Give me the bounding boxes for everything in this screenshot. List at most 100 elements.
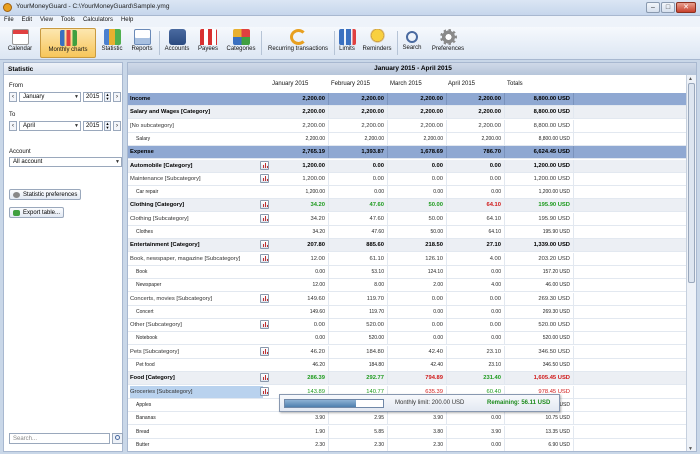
row-chart-icon[interactable]	[260, 386, 269, 396]
table-row-item[interactable]: Bananas 3.90 2.95 3.90 0.00 10.75 USD	[128, 412, 688, 426]
row-chart-icon[interactable]	[260, 200, 269, 210]
from-month-select[interactable]: January ▼	[19, 92, 81, 102]
row-value-cell: 184.80	[330, 345, 388, 358]
row-value-cell: 12.00	[271, 279, 329, 292]
table-row-cat[interactable]: Salary and Wages [Category] 2,200.00 2,200…	[128, 106, 688, 120]
row-chart-icon[interactable]	[260, 160, 269, 170]
from-year-input[interactable]: 2015	[83, 92, 103, 102]
table-row-sub[interactable]: Maintenance [Subcategory] 1,200.00 0.00 0.0…	[128, 172, 688, 186]
row-label: Concert	[136, 308, 154, 315]
row-label: Groceries [Subcategory]	[130, 385, 263, 398]
menu-tools[interactable]: Tools	[60, 17, 75, 23]
export-table-button[interactable]: Export table...	[9, 207, 65, 218]
row-value-cell: 2,200.00	[389, 132, 447, 145]
table-row-sub[interactable]: Pets [Subcategory] 46.20 184.80 42.40 23.10 3…	[128, 345, 688, 359]
row-value-cell: 286.39	[271, 372, 329, 385]
row-value-cell: 2.30	[271, 438, 329, 451]
table-row-cat[interactable]: Automobile [Category] 1,200.00 0.00 0.00 0.0…	[128, 159, 688, 173]
row-value-cell: 0.00	[389, 186, 447, 199]
to-year-input[interactable]: 2015	[83, 121, 103, 131]
close-button[interactable]: ✕	[676, 2, 696, 13]
row-value-cell: 42.40	[389, 359, 447, 371]
account-select[interactable]: All account ▼	[9, 157, 122, 167]
table-row-cat[interactable]: Food [Category] 286.39 292.77 794.89 231.40 1…	[128, 372, 688, 386]
menu-calculators[interactable]: Calculators	[82, 17, 113, 23]
toolbar-recurring-button[interactable]: Recurring transactions	[264, 28, 332, 58]
row-total-cell: 346.50 USD	[506, 359, 574, 371]
row-chart-icon[interactable]	[260, 293, 269, 303]
to-label: To	[9, 112, 16, 118]
table-row-item[interactable]: Notebook 0.00 520.00 0.00 0.00 520.00 USD	[128, 332, 688, 346]
row-chart-icon[interactable]	[260, 240, 269, 250]
toolbar-preferences-button[interactable]: Preferences	[428, 28, 468, 58]
search-input[interactable]: Search...	[9, 433, 110, 444]
table-row-cat[interactable]: Clothing [Category] 34.20 47.60 50.00 64.10 1…	[128, 199, 688, 213]
from-next-button[interactable]: ›	[113, 92, 121, 102]
scrollbar-thumb[interactable]	[688, 83, 695, 283]
to-year-spinner[interactable]: ▲ ▼	[104, 121, 111, 131]
toolbar-separator	[261, 31, 262, 55]
table-row-sub[interactable]: Other [Subcategory] 0.00 520.00 0.00 0.00 520…	[128, 319, 688, 333]
row-chart-icon[interactable]	[260, 253, 269, 263]
toolbar-search-button[interactable]: Search	[400, 28, 424, 58]
minimize-button[interactable]: –	[646, 2, 660, 13]
row-label: Expense	[130, 149, 154, 156]
table-row-sub[interactable]: Book, newspaper, magazine [Subcategory] 1…	[128, 252, 688, 266]
menu-file[interactable]: File	[4, 17, 14, 23]
table-row-item[interactable]: Butter 2.30 2.30 2.30 0.00 6.90 USD	[128, 438, 688, 451]
row-total-cell: 1,200.00 USD	[506, 159, 574, 172]
statistic-icon	[103, 29, 121, 45]
vertical-scrollbar[interactable]: ▲ ▼	[686, 75, 696, 452]
table-row-sub[interactable]: Clothing [Subcategory] 34.20 47.60 50.00 64.…	[128, 212, 688, 226]
toolbar-calendar-button[interactable]: Calendar	[2, 28, 38, 58]
menu-edit[interactable]: Edit	[21, 17, 33, 23]
table-row-item[interactable]: Car repair 1,200.00 0.00 0.00 0.00 1,200.00 U…	[128, 186, 688, 200]
table-row-item[interactable]: Bread 1.90 5.85 3.80 3.90 13.35 USD	[128, 425, 688, 439]
menu-help[interactable]: Help	[120, 17, 134, 23]
toolbar-statistic-button[interactable]: Statistic	[98, 28, 126, 58]
table-row-item[interactable]: Clothes 34.20 47.60 50.00 64.10 195.90 USD	[128, 226, 688, 239]
table-row-item[interactable]: Newspaper 12.00 8.00 2.00 4.00 46.00 USD	[128, 279, 688, 293]
search-button[interactable]	[112, 433, 123, 444]
row-label: Pets [Subcategory]	[130, 348, 179, 355]
search-icon	[406, 31, 418, 43]
table-row-item[interactable]: Salary 2,200.00 2,200.00 2,200.00 2,200.00 8,…	[128, 132, 688, 146]
table-row-group[interactable]: Income 2,200.00 2,200.00 2,200.00 2,200.00 8,…	[128, 93, 688, 106]
toolbar-reports-button[interactable]: Reports	[128, 28, 156, 58]
from-year-spinner[interactable]: ▲ ▼	[104, 92, 111, 102]
maximize-button[interactable]: □	[661, 2, 675, 13]
row-value-cell: 2.30	[330, 438, 388, 451]
row-chart-icon[interactable]	[260, 320, 269, 330]
toolbar-accounts-button[interactable]: Accounts	[162, 28, 192, 58]
table-row-group[interactable]: Expense 2,765.19 1,393.87 1,678.69 786.70 6,6…	[128, 146, 688, 160]
scroll-down-icon[interactable]: ▼	[688, 446, 693, 452]
row-value-cell: 1,393.87	[330, 146, 388, 159]
row-chart-icon[interactable]	[260, 346, 269, 356]
row-value-cell: 1,678.69	[389, 146, 447, 159]
row-chart-icon[interactable]	[260, 173, 269, 183]
table-row-item[interactable]: Book 0.00 53.10 124.10 0.00 157.20 USD	[128, 265, 688, 279]
scroll-up-icon[interactable]: ▲	[688, 76, 693, 82]
toolbar-categories-button[interactable]: Categories	[224, 28, 258, 58]
toolbar: Calendar Monthly charts Statistic Report…	[0, 27, 700, 60]
toolbar-monthly-charts-button[interactable]: Monthly charts	[40, 28, 96, 58]
row-chart-icon[interactable]	[260, 213, 269, 223]
table-row-cat[interactable]: Entertainment [Category] 207.80 885.60 218.…	[128, 239, 688, 253]
statistic-preferences-button[interactable]: Statistic preferences	[9, 189, 82, 200]
to-month-select[interactable]: April ▼	[19, 121, 81, 131]
row-label: Apples	[136, 401, 152, 408]
toolbar-limits-button[interactable]: Limits	[336, 28, 358, 58]
table-row-item[interactable]: Concert 149.60 119.70 0.00 0.00 269.30 USD	[128, 305, 688, 319]
toolbar-payees-button[interactable]: Payees	[194, 28, 222, 58]
row-value-cell: 124.10	[389, 265, 447, 278]
table-row-item[interactable]: Pet food 46.20 184.80 42.40 23.10 346.50 USD	[128, 359, 688, 372]
row-total-cell: 1,200.00 USD	[506, 172, 574, 185]
table-row-sub[interactable]: Concerts, movies [Subcategory] 149.60 119.…	[128, 292, 688, 306]
toolbar-reminders-button[interactable]: Reminders	[360, 28, 394, 58]
to-prev-button[interactable]: ‹	[9, 121, 17, 131]
to-next-button[interactable]: ›	[113, 121, 121, 131]
from-prev-button[interactable]: ‹	[9, 92, 17, 102]
row-chart-icon[interactable]	[260, 373, 269, 383]
table-row-sub[interactable]: [No subcategory] 2,200.00 2,200.00 2,200.00…	[128, 119, 688, 133]
menu-view[interactable]: View	[40, 17, 53, 23]
